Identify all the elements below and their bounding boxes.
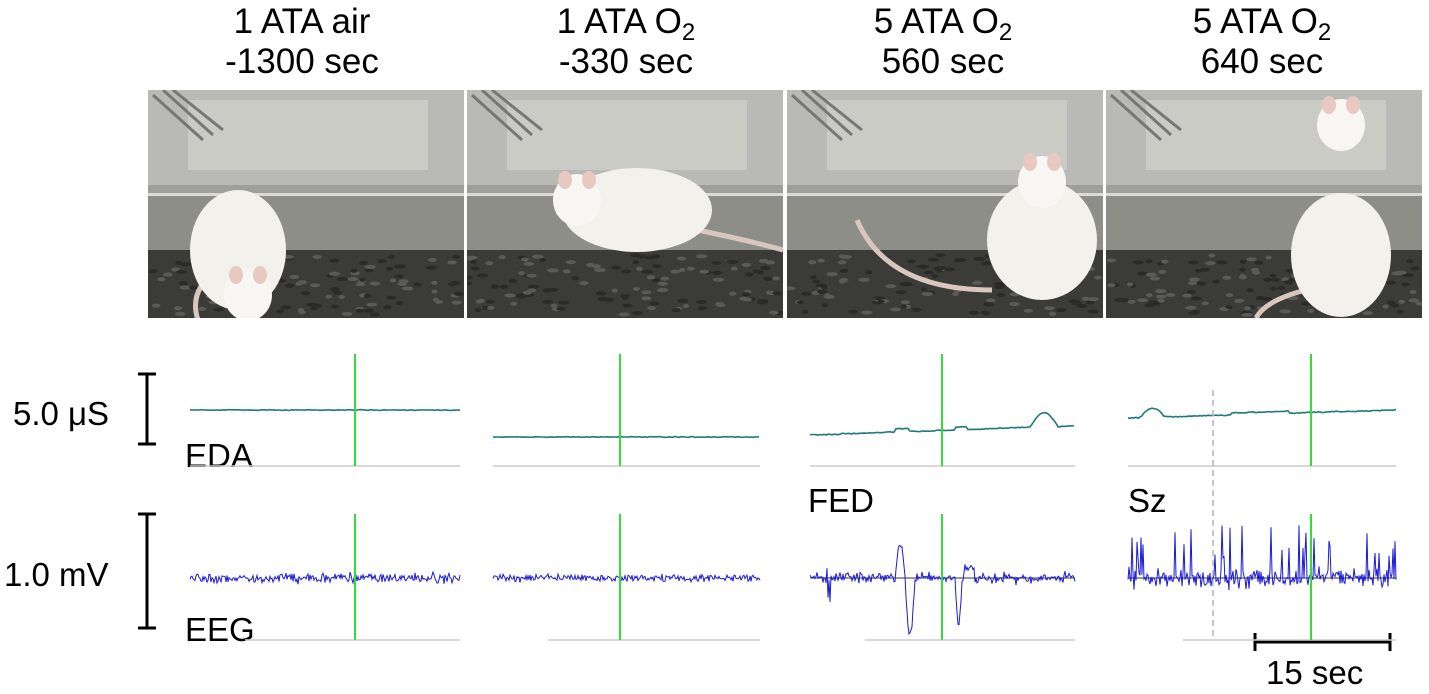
rat-photo-3 (787, 90, 1103, 318)
rat-photo-2 (467, 90, 783, 318)
eda-trace (1127, 407, 1397, 420)
panel-title-2: 1 ATA O2 -330 sec (461, 2, 791, 82)
eda-scale-label: 5.0 μS (13, 395, 110, 432)
rat-photo-4 (1106, 90, 1422, 318)
o2-subscript: 2 (998, 19, 1013, 46)
eda-scale-bar (138, 372, 156, 446)
eda-row-label: EDA (185, 437, 253, 474)
time-scale-label: 15 sec (1266, 654, 1364, 691)
trace-panel-4 (1127, 354, 1397, 641)
o2-subscript: 2 (681, 19, 696, 46)
panel-title-1: 1 ATA air -1300 sec (137, 2, 467, 82)
panel-condition: 1 ATA air (233, 2, 371, 41)
trace-panel-2 (492, 354, 761, 641)
eeg-trace (1127, 525, 1397, 591)
eeg-trace (492, 572, 761, 584)
eeg-row-label: EEG (185, 611, 255, 648)
rat-photo-1 (148, 90, 464, 318)
eda-trace (492, 435, 760, 439)
trace-panel-1 (189, 354, 461, 641)
time-scale-bar (1253, 633, 1392, 651)
panel-time: 640 sec (1200, 42, 1324, 81)
panel-condition: 1 ATA O (556, 2, 682, 41)
fed-event-label: FED (808, 482, 874, 519)
sz-event-label: Sz (1128, 482, 1167, 519)
eeg-scale-bar (138, 512, 156, 630)
panel-time: -1300 sec (225, 42, 379, 81)
panel-condition: 5 ATA O (873, 2, 999, 41)
panel-title-3: 5 ATA O2 560 sec (778, 2, 1108, 82)
eeg-trace (189, 570, 461, 585)
panel-time: 560 sec (881, 42, 1005, 81)
trace-panel-3 (809, 354, 1076, 641)
panel-time: -330 sec (558, 42, 694, 81)
o2-subscript: 2 (1317, 19, 1332, 46)
panel-condition: 5 ATA O (1192, 2, 1318, 41)
eeg-scale-label: 1.0 mV (4, 556, 109, 593)
eda-trace (189, 408, 461, 412)
panel-title-4: 5 ATA O2 640 sec (1097, 2, 1427, 82)
